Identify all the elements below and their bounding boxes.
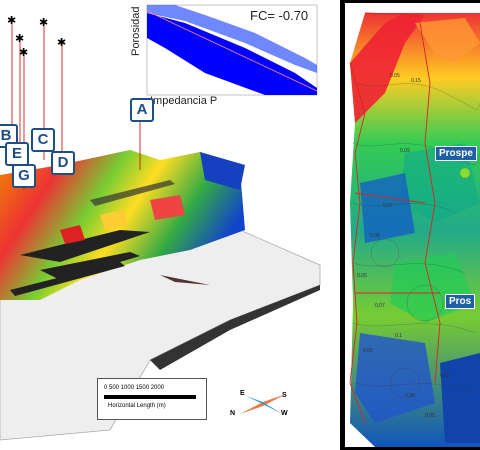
- svg-text:✱: ✱: [19, 46, 28, 59]
- scatter-xlabel: Impedancia P: [150, 95, 218, 107]
- compass-w: W: [281, 410, 288, 417]
- 3d-surface: ✱ ✱ ✱ ✱ ✱: [0, 14, 321, 441]
- scatter-ylabel: Porosidad: [130, 6, 142, 56]
- contour-label: 0.05: [425, 413, 435, 419]
- compass-s: S: [282, 392, 287, 399]
- scatter-inset: [145, 3, 320, 116]
- contour-label: 0.01: [440, 373, 450, 379]
- contour-label: 0.05: [363, 348, 373, 354]
- compass-icon: [240, 394, 286, 414]
- scale-bar: 0 500 1000 1500 2000 Horizontal Length (…: [97, 378, 207, 420]
- well-label-e: E: [5, 142, 29, 166]
- contour-label: 0.15: [411, 78, 421, 84]
- contour-map-image: [349, 12, 480, 447]
- scale-ticks: 0 500 1000 1500 2000: [104, 385, 165, 391]
- prospect-label-2: Pros: [445, 294, 476, 309]
- svg-text:✱: ✱: [15, 32, 24, 45]
- correlation-annotation: FC= -0.70: [250, 8, 309, 23]
- well-label-a: A: [130, 98, 154, 122]
- porosity-contour-map: Prospe Pros 0.05 0.07 0.15 0.08 0.1 0.05…: [345, 3, 480, 447]
- contour-label: 0.1: [395, 333, 402, 339]
- well-label-g: G: [12, 164, 36, 188]
- well-label-d: D: [51, 151, 75, 175]
- svg-text:✱: ✱: [57, 36, 66, 49]
- contour-label: 0.05: [357, 273, 367, 279]
- compass-n: N: [230, 410, 236, 417]
- contour-label: 0.07: [375, 303, 385, 309]
- scale-caption: Horizontal Length (m): [108, 403, 166, 409]
- contour-label: 0.07: [383, 203, 393, 209]
- 3d-property-view: ✱ ✱ ✱ ✱ ✱ FC= -0.70 Impedancia P Porosid…: [0, 0, 340, 450]
- contour-label: 0.08: [370, 233, 380, 239]
- svg-text:✱: ✱: [39, 16, 48, 29]
- contour-label: 0.09: [400, 148, 410, 154]
- compass-e: E: [240, 390, 245, 397]
- contour-label: 0.05: [405, 393, 415, 399]
- prospect-label-1: Prospe: [435, 146, 477, 161]
- scatter-plot: [146, 4, 318, 96]
- well-label-c: C: [31, 128, 55, 152]
- svg-text:✱: ✱: [7, 14, 16, 27]
- contour-label: 0.05: [390, 73, 400, 79]
- scale-line: [104, 395, 196, 399]
